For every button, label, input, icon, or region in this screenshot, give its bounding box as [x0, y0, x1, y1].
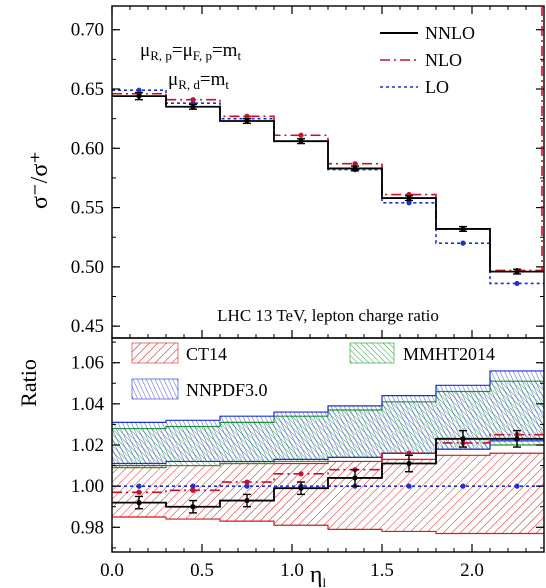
- ratio-point-lo: [406, 483, 412, 489]
- ratio-point-nnlo: [244, 497, 250, 504]
- band-lower-edge-nnpdf30: [112, 440, 544, 465]
- top-point-nnlo: [352, 165, 358, 172]
- top-point-nnlo: [406, 195, 412, 201]
- ratio-series: [112, 429, 544, 514]
- ratio-point-nlo: [406, 450, 412, 456]
- ratio-point-nlo: [136, 489, 142, 495]
- top-point-nlo: [244, 113, 250, 119]
- ratio-ytick-label: 0.98: [71, 517, 104, 538]
- top-ytick-label: 0.70: [71, 20, 104, 41]
- y-axis-label-top: σ⁻/σ⁺: [27, 151, 53, 209]
- xtick-label: 0.5: [190, 560, 214, 581]
- top-point-nlo: [298, 132, 304, 138]
- top-point-lo: [460, 240, 466, 246]
- ratio-line-nnlo: [112, 437, 544, 508]
- ratio-point-lo: [514, 483, 520, 489]
- legend-label-nnpdf30: NNPDF3.0: [186, 380, 268, 400]
- ratio-point-lo: [460, 483, 466, 489]
- top-point-nnlo: [190, 104, 196, 110]
- ratio-ytick-label: 1.04: [71, 394, 105, 415]
- top-series: [112, 87, 544, 287]
- legend-bottom: CT14 MMHT2014 NNPDF3.0: [131, 342, 495, 400]
- ratio-ytick-label: 1.06: [71, 353, 104, 374]
- ratio-ytick-label: 1.00: [71, 476, 104, 497]
- top-line-lo: [112, 89, 544, 285]
- top-line-nlo: [112, 92, 544, 272]
- top-point-nnlo: [514, 269, 520, 275]
- legend-swatch-mmht2014: [349, 342, 395, 364]
- plot-layer: 0.45 0.50 0.55 0.60 0.65 0.70 0.98 1.00 1.02 1.04…: [71, 5, 545, 581]
- scale-annotation-line2: μR, d=mt: [168, 69, 229, 92]
- legend-label-lo: LO: [425, 77, 449, 97]
- top-ytick-label: 0.55: [71, 198, 104, 219]
- legend-swatch-ct14: [131, 342, 179, 364]
- band-upper-edge-nnpdf30: [112, 370, 544, 423]
- ratio-point-nnlo: [460, 436, 466, 442]
- band-lower-edge-ct14: [112, 516, 544, 535]
- ratio-point-nlo: [244, 479, 250, 485]
- ratio-point-lo: [244, 483, 250, 489]
- top-point-lo: [514, 280, 520, 287]
- top-point-lo: [136, 87, 142, 93]
- legend-label-mmht2014: MMHT2014: [403, 344, 495, 364]
- ratio-point-lo: [190, 483, 196, 489]
- top-point-lo: [406, 200, 412, 206]
- process-annotation: LHC 13 TeV, lepton charge ratio: [217, 306, 439, 325]
- top-ytick-label: 0.65: [71, 79, 104, 100]
- xtick-label: 0.0: [100, 560, 124, 581]
- ratio-point-nnlo: [298, 485, 304, 491]
- top-line-nnlo: [112, 95, 544, 273]
- ratio-point-lo: [136, 483, 142, 489]
- ratio-point-nnlo: [190, 504, 196, 510]
- legend-label-nnlo: NNLO: [425, 23, 475, 43]
- y-axis-label-bottom: Ratio: [16, 359, 41, 407]
- top-ytick-label: 0.60: [71, 138, 104, 159]
- top-point-nnlo: [136, 93, 142, 99]
- top-ytick-label: 0.50: [71, 257, 104, 278]
- xtick-label: 1.0: [280, 560, 304, 581]
- ratio-point-nnlo: [514, 436, 520, 442]
- legend-label-nlo: NLO: [425, 50, 462, 70]
- ratio-point-nnlo: [352, 475, 358, 481]
- xtick-label: 1.5: [370, 560, 394, 581]
- ratio-ytick-label: 1.02: [71, 435, 104, 456]
- xtick-label: 2.0: [460, 560, 484, 581]
- ratio-point-nnlo: [136, 500, 142, 506]
- x-axis-label: ηl: [310, 562, 327, 588]
- top-point-nnlo: [244, 118, 250, 124]
- top-point-nlo: [352, 161, 358, 167]
- top-ytick-label: 0.45: [71, 316, 104, 337]
- legend-label-ct14: CT14: [186, 344, 227, 364]
- top-point-nnlo: [460, 226, 466, 232]
- ratio-point-nlo: [190, 487, 196, 493]
- ratio-point-nlo: [298, 471, 304, 477]
- legend-swatch-nnpdf30: [131, 378, 179, 400]
- top-point-nnlo: [298, 138, 304, 144]
- scale-annotation-line1: μR, p=μF, p=mt: [140, 40, 241, 63]
- legend-top: NNLO NLO LO: [380, 23, 475, 97]
- top-point-nlo: [190, 97, 196, 103]
- ratio-point-nnlo: [406, 460, 412, 467]
- band-ct14: [112, 453, 544, 534]
